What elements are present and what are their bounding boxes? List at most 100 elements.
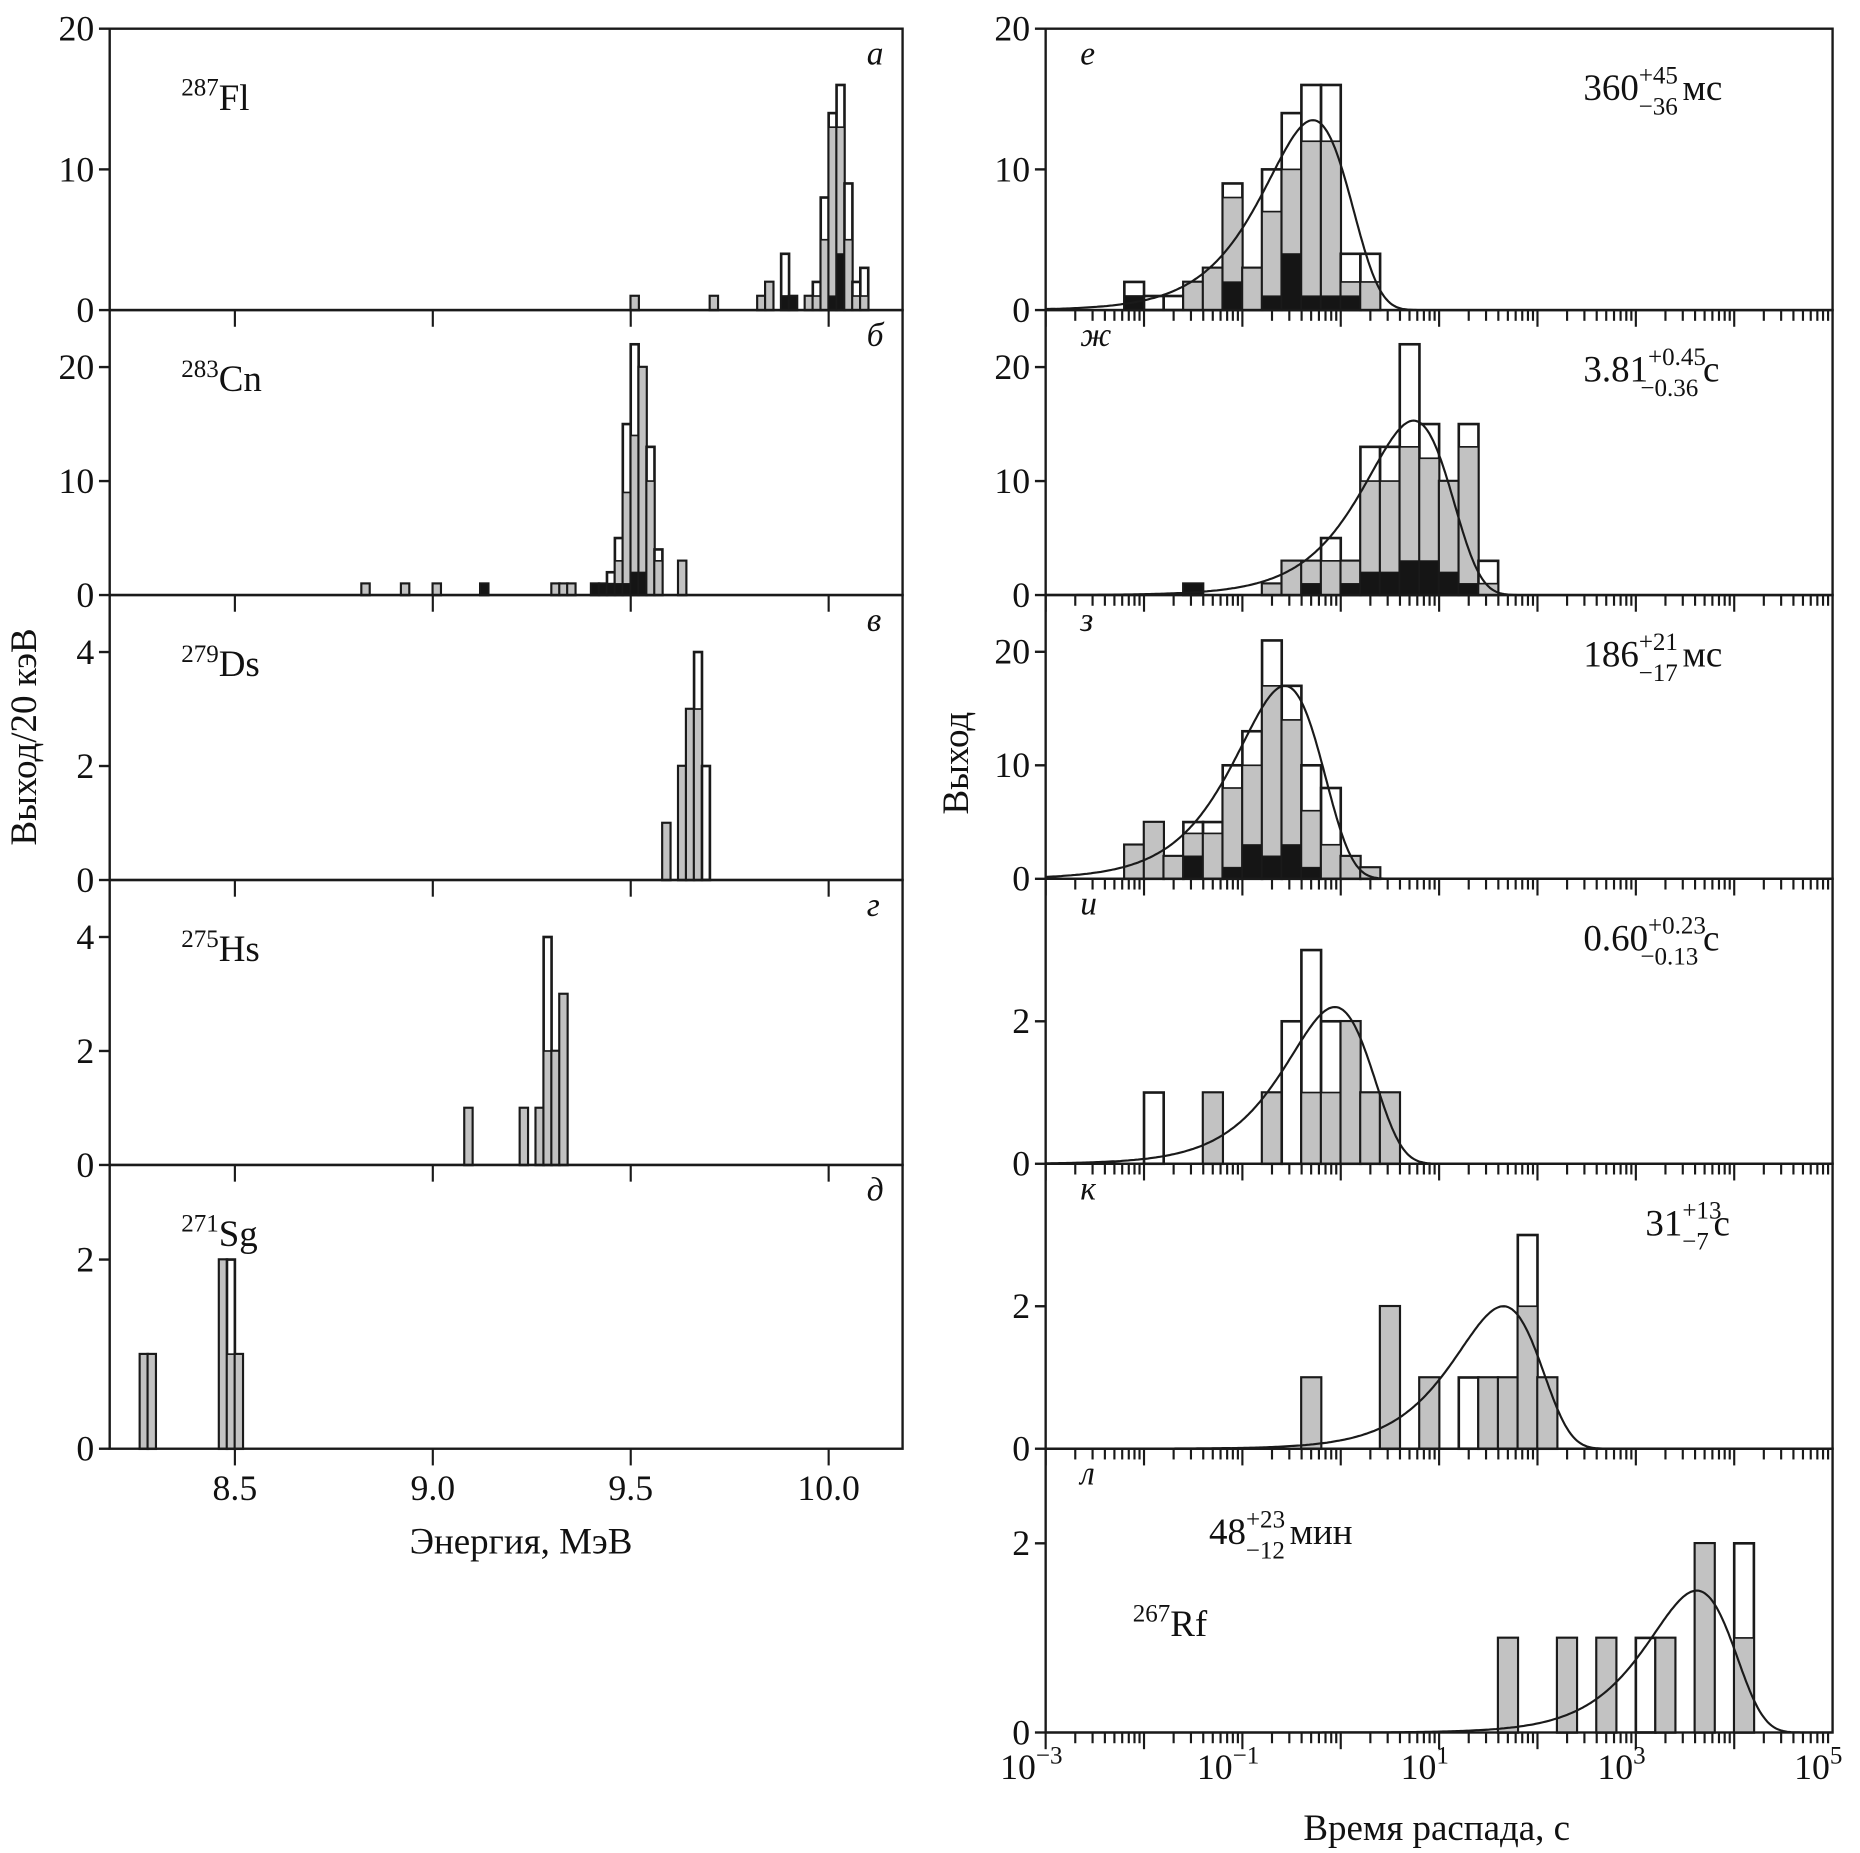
isotope-symbol: Fl <box>219 77 250 118</box>
bin-gray <box>1516 1305 1539 1450</box>
x-tick-label: 10−3 <box>1000 1743 1062 1787</box>
bin-gray <box>1261 685 1283 880</box>
histogram-bin <box>1378 1304 1402 1451</box>
bin-gray <box>1300 1376 1322 1450</box>
bin-gray <box>1261 1091 1283 1165</box>
histogram-bin <box>1280 1019 1303 1166</box>
histogram-bin <box>1339 559 1362 597</box>
histogram-bin <box>1359 445 1382 597</box>
histogram-bin <box>1260 1091 1284 1166</box>
panel-letter: б <box>867 317 885 354</box>
y-tick-label: 20 <box>994 632 1030 672</box>
half-life-plus: +0.45 <box>1648 344 1706 371</box>
histogram-bin <box>1201 820 1225 881</box>
bin-gray <box>1733 1637 1755 1734</box>
bin-gray <box>1497 1637 1519 1734</box>
histogram-bin <box>1654 1636 1677 1734</box>
panel-letter: з <box>1079 602 1093 639</box>
histogram-bin <box>1260 582 1284 597</box>
bin-gray <box>1694 1542 1716 1734</box>
bin-gray <box>1320 560 1342 596</box>
histogram-bin <box>764 280 775 312</box>
bin-black <box>1281 844 1302 880</box>
panel-д: 0 2 д 271Sg <box>76 1163 904 1469</box>
histogram-bin <box>629 294 640 312</box>
panel-ж: 0 10 20 ж 3.81+0.45 −0.36 с <box>994 308 1834 615</box>
panel-letter: и <box>1080 886 1097 923</box>
histogram-bin <box>1300 948 1323 1166</box>
bin-gray <box>1202 267 1224 311</box>
bin-gray <box>677 560 687 596</box>
isotope-mass: 279 <box>181 641 219 668</box>
histogram-bin <box>478 582 490 597</box>
panel-и: 0 2 и 0.60+0.23 −0.13 с <box>1012 877 1834 1184</box>
y-tick-label: 10 <box>994 461 1030 501</box>
half-life-unit: мс <box>1682 634 1722 675</box>
bin-black <box>1182 855 1204 880</box>
panel-letter: к <box>1080 1171 1096 1208</box>
bin-black <box>1359 571 1381 596</box>
bin-gray <box>1162 855 1185 880</box>
x-tick-label: 9.0 <box>410 1468 455 1508</box>
bin-gray <box>1300 140 1322 311</box>
bin-gray <box>431 582 442 596</box>
bin-black <box>1320 295 1342 311</box>
tick-base: 10 <box>1794 1747 1830 1787</box>
bin-gray <box>1182 281 1204 311</box>
y-tick-label: 10 <box>994 745 1030 785</box>
histogram-bin <box>1319 1019 1343 1166</box>
tick-exponent: −1 <box>1233 1743 1260 1770</box>
bin-black <box>1438 571 1460 596</box>
bin-gray <box>653 560 664 596</box>
half-life-value: 186 <box>1583 634 1638 675</box>
histogram-bin <box>708 294 720 312</box>
bin-gray <box>764 281 775 311</box>
histogram-bin <box>1300 559 1323 597</box>
tick-base: 10 <box>1000 1747 1036 1787</box>
x-axis-title: Время распада, с <box>1303 1807 1570 1848</box>
panel-в: 0 2 4 в 279Ds <box>76 593 904 900</box>
bin-gray <box>1202 1091 1224 1165</box>
panel-з: 0 10 20 з 186+21 −17 мс <box>994 593 1834 899</box>
fit-curve <box>1045 119 1833 312</box>
panel-letter: г <box>867 887 880 924</box>
bin-black <box>1300 295 1322 311</box>
half-life-value: 3.81 <box>1583 349 1648 390</box>
histogram-bin <box>1477 1376 1500 1451</box>
half-life-label: 0.60+0.23 −0.13 с <box>1583 913 1719 971</box>
half-life-minus: −17 <box>1639 660 1678 687</box>
histogram-bin <box>1339 1019 1362 1166</box>
bin-black <box>1399 560 1421 596</box>
y-tick-label: 0 <box>1012 859 1030 899</box>
bin-gray <box>519 1107 529 1166</box>
x-tick-label: 105 <box>1794 1743 1842 1787</box>
panel-letter: л <box>1078 1456 1095 1493</box>
panel-е: 0 10 20 е 360+45 −36 мс <box>994 9 1834 330</box>
histogram-bin <box>1555 1636 1579 1734</box>
panel-frame <box>108 593 904 882</box>
bin-black <box>1281 253 1302 311</box>
bin-black <box>1241 844 1263 880</box>
y-tick-label: 20 <box>994 9 1030 49</box>
isotope-symbol: Rf <box>1170 1603 1208 1644</box>
histogram-bin <box>360 582 371 597</box>
y-tick-label: 20 <box>994 347 1030 387</box>
panel-а: 0 10 20 а 287Fl <box>58 9 904 330</box>
x-axis-title: Энергия, МэВ <box>410 1521 633 1562</box>
isotope-mass: 271 <box>181 1211 219 1238</box>
isotope-symbol: Cn <box>219 358 262 399</box>
panel-г: 0 2 4 г 275Hs <box>76 878 904 1185</box>
y-tick-label: 0 <box>76 290 94 330</box>
histogram-bin <box>1280 111 1303 312</box>
y-tick-label: 2 <box>76 1031 94 1071</box>
half-life-label: 360+45 −36 мс <box>1583 63 1722 121</box>
isotope-mass: 275 <box>181 926 219 953</box>
x-tick-label: 8.5 <box>213 1468 258 1508</box>
histogram-bin <box>518 1106 530 1167</box>
half-life-plus: +45 <box>1639 63 1678 90</box>
histogram-bin <box>1260 168 1284 312</box>
half-life-label: 186+21 −17 мс <box>1583 629 1722 687</box>
histogram-bin <box>676 559 688 597</box>
bin-gray <box>566 582 577 596</box>
isotope-label: 279Ds <box>181 641 260 684</box>
